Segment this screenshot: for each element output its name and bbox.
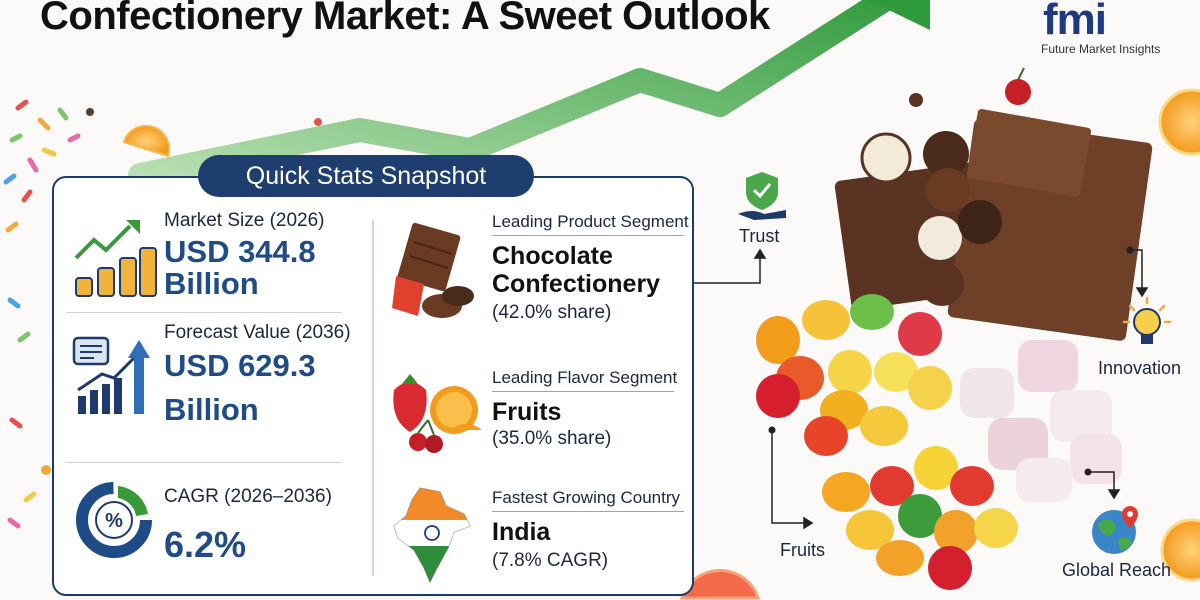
card-divider-vertical [372,220,374,576]
stat-forecast-value: Forecast Value (2036) USD 629.3 Billion [66,322,366,442]
feature-trust-label: Trust [739,226,780,246]
stat-market-size: Market Size (2026) USD 344.8 Billion [66,210,366,310]
product-segment-name-line2: Confectionery [492,270,661,298]
stat-cagr: % CAGR (2026–2036) 6.2% [66,478,366,578]
forecast-chart-icon [72,336,150,414]
fmi-logo: fmi Future Market Insights [1035,0,1200,70]
segment-flavor: Leading Flavor Segment Fruits (35.0% sha… [386,364,688,464]
product-segment-share: (42.0% share) [492,302,612,323]
country-segment-name: India [492,518,551,546]
growth-arrow [128,0,930,187]
forecast-value-line1: USD 629.3 [164,348,316,383]
lightbulb-icon [1122,296,1172,344]
cagr-value: 6.2% [164,524,247,565]
percent-donut-icon: % [76,482,152,558]
segment-country: Fastest Growing Country India (7.8% CAGR… [386,486,688,586]
growth-coins-icon [74,220,157,297]
connector-lines [688,248,1149,530]
product-segment-name-line1: Chocolate [492,242,613,270]
flavor-segment-share: (35.0% share) [492,428,612,449]
feature-innovation: Innovation [1096,296,1200,382]
country-segment-underline [492,511,684,512]
forecast-value-line2: Billion [164,392,259,427]
feature-fruits-label: Fruits [780,540,825,560]
product-segment-underline [492,235,684,236]
page-title: Confectionery Market: A Sweet Outlook [40,0,770,38]
india-map-icon [393,487,471,584]
gummy-bears [822,446,1018,590]
logo-mark: fmi [1043,0,1107,44]
stats-divider-2 [66,462,342,463]
cagr-label: CAGR (2026–2036) [164,486,332,507]
flavor-segment-label: Leading Flavor Segment [492,368,678,387]
feature-trust: Trust [728,170,798,250]
sprinkles-left [3,99,322,529]
feature-innovation-label: Innovation [1098,358,1182,378]
cherry [1005,67,1031,105]
segment-product: Leading Product Segment Chocolate Confec… [386,208,689,338]
fruits-icon [393,374,482,453]
flavor-segment-underline [492,391,674,392]
logo-name: Future Market Insights [1041,42,1161,56]
market-size-label: Market Size (2026) [164,210,325,231]
feature-global-reach: Global Reach [1060,500,1200,582]
stats-divider-1 [66,312,342,313]
orange-slice-top [122,124,171,158]
svg-text:%: % [105,510,123,532]
chocolate-bars [834,109,1153,341]
market-size-value-line2: Billion [164,266,259,301]
orange-slice-right [1158,88,1200,582]
globe-icon [1092,506,1138,554]
hard-candies [756,294,952,456]
product-segment-label: Leading Product Segment [492,212,689,231]
market-size-value-line1: USD 344.8 [164,234,316,269]
chocolate-icon [392,222,474,318]
marshmallows [960,340,1122,502]
feature-global-reach-label: Global Reach [1062,560,1172,580]
country-segment-share: (7.8% CAGR) [492,550,609,571]
forecast-value-label: Forecast Value (2036) [164,322,351,343]
flavor-segment-name: Fruits [492,398,562,426]
trust-hand-shield-icon [738,172,786,220]
country-segment-label: Fastest Growing Country [492,488,681,507]
snapshot-heading: Quick Stats Snapshot [198,155,534,197]
